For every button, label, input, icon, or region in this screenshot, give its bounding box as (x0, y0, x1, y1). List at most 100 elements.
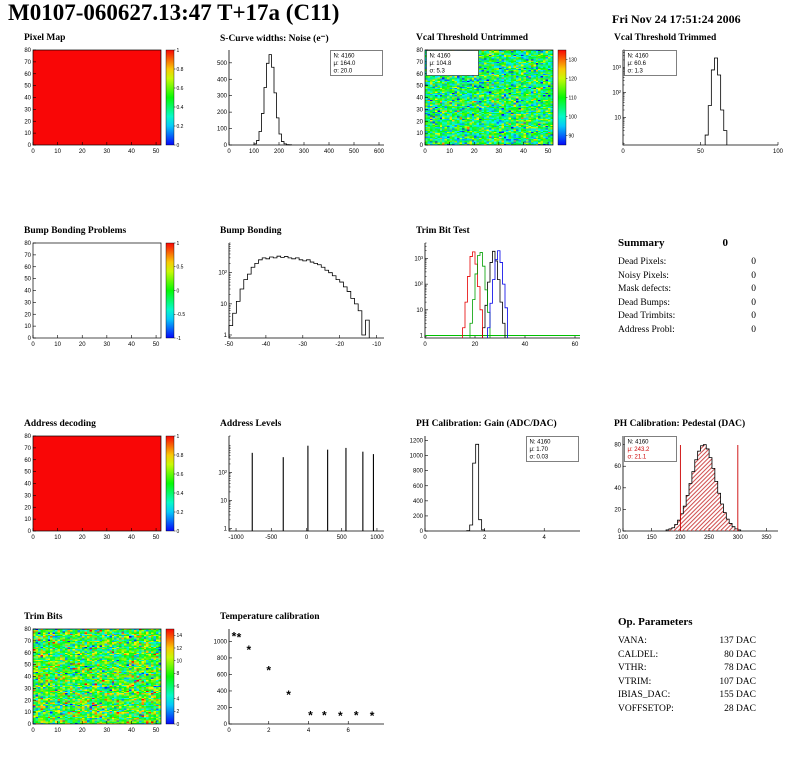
svg-text:40: 40 (128, 342, 135, 348)
svg-text:0: 0 (31, 535, 35, 541)
stat-row-value: 0 (751, 270, 756, 281)
svg-text:500: 500 (337, 535, 348, 541)
colorbar (165, 628, 175, 725)
svg-text:-40: -40 (262, 342, 271, 348)
summary-panel: Summary 0 Dead Pixels: 0 Noisy Pixels: 0 Mas… (618, 237, 756, 337)
stat-row-label: IBIAS_DAC: (618, 690, 671, 700)
svg-text:2: 2 (267, 728, 271, 734)
svg-text:1200: 1200 (410, 439, 424, 445)
svg-text:80: 80 (24, 48, 31, 54)
svg-text:400: 400 (217, 689, 228, 695)
svg-text:-0.5: -0.5 (177, 312, 186, 318)
svg-text:-50: -50 (225, 342, 234, 348)
svg-text:50: 50 (697, 149, 704, 155)
colorbar (557, 49, 567, 146)
colorbar (165, 49, 175, 146)
svg-text:40: 40 (24, 289, 31, 295)
stat-row-value: 0 (751, 297, 756, 308)
svg-text:-1000: -1000 (228, 535, 244, 541)
svg-text:0: 0 (618, 529, 622, 535)
svg-text:600: 600 (217, 672, 228, 678)
svg-text:10: 10 (54, 728, 61, 734)
svg-text:80: 80 (24, 241, 31, 247)
svg-text:70: 70 (24, 60, 31, 66)
chart-temperature-calibration: Temperature calibration 0 2 4 6 0 200 400 600 800… (204, 612, 394, 737)
svg-text:30: 30 (24, 107, 31, 113)
svg-text:6: 6 (347, 728, 351, 734)
svg-text:20: 20 (24, 698, 31, 704)
svg-text:50: 50 (153, 149, 160, 155)
svg-text:10: 10 (614, 116, 621, 122)
op-parameters-header: Op. Parameters (618, 616, 756, 628)
svg-text:μ: 243.2: μ: 243.2 (628, 447, 650, 453)
svg-text:0: 0 (224, 143, 228, 149)
svg-text:20: 20 (24, 312, 31, 318)
svg-text:0: 0 (423, 149, 427, 155)
stat-row: Dead Trimbits: 0 (618, 310, 756, 324)
svg-text:0.2: 0.2 (177, 510, 184, 516)
svg-text:N: 4160: N: 4160 (530, 440, 552, 446)
svg-text:600: 600 (374, 149, 385, 155)
stat-row: Address Probl: 0 (618, 324, 756, 338)
svg-text:10: 10 (416, 131, 423, 137)
stat-row-value: 0 (751, 324, 756, 335)
stat-row-value: 28 DAC (724, 703, 756, 714)
svg-text:σ: 5.3: σ: 5.3 (430, 69, 446, 75)
svg-text:N: 4160: N: 4160 (430, 54, 452, 60)
svg-text:0: 0 (305, 535, 309, 541)
chart-ph-gain: PH Calibration: Gain (ADC/DAC) 0 2 4 0 200 400… (400, 419, 590, 544)
heatmap-pixels (33, 50, 161, 145)
svg-text:10: 10 (24, 517, 31, 523)
svg-text:*: * (232, 629, 237, 643)
svg-text:40: 40 (522, 342, 529, 348)
svg-text:80: 80 (614, 443, 621, 449)
svg-text:20: 20 (472, 342, 479, 348)
svg-text:30: 30 (416, 107, 423, 113)
svg-text:20: 20 (24, 505, 31, 511)
stat-row: Dead Pixels: 0 (618, 256, 756, 270)
summary-total: 0 (722, 237, 729, 249)
chart-scurve-noise: S-Curve widths: Noise (e⁻) 0 100 200 300 400 5… (204, 33, 394, 158)
chart-plot: 0 10 20 30 40 50 0 10 20 30 40 50 60 70 80 -1 -0.5 0 0.5 1 (24, 241, 186, 348)
svg-text:60: 60 (24, 72, 31, 78)
svg-text:0: 0 (31, 728, 35, 734)
summary-header: Summary 0 (618, 237, 756, 249)
svg-text:*: * (286, 688, 291, 702)
svg-text:80: 80 (24, 627, 31, 633)
svg-text:-30: -30 (298, 342, 307, 348)
svg-text:40: 40 (24, 675, 31, 681)
svg-text:100: 100 (217, 127, 228, 133)
stat-row-value: 0 (751, 284, 756, 294)
svg-text:10²: 10² (612, 91, 621, 97)
chart-title: S-Curve widths: Noise (e⁻) (220, 34, 329, 44)
stat-row-label: VOFFSETOP: (618, 703, 674, 714)
svg-text:*: * (237, 631, 242, 645)
stat-row-label: VTHR: (618, 663, 647, 673)
svg-text:14: 14 (177, 633, 183, 639)
chart-title: PH Calibration: Gain (ADC/DAC) (416, 419, 557, 429)
svg-text:130: 130 (569, 57, 578, 63)
svg-text:N: 4160: N: 4160 (628, 54, 650, 60)
svg-text:μ: 60.6: μ: 60.6 (628, 61, 647, 67)
svg-text:1000: 1000 (214, 639, 228, 645)
svg-text:50: 50 (24, 470, 31, 476)
svg-text:σ: 20.0: σ: 20.0 (334, 69, 353, 75)
svg-text:10: 10 (24, 710, 31, 716)
chart-vcal-trimmed: Vcal Threshold Trimmed 0 50 100 10 10² 10³ N: 4… (598, 33, 788, 158)
chart-title: Temperature calibration (220, 612, 320, 622)
svg-text:10: 10 (177, 658, 183, 664)
svg-text:1: 1 (420, 334, 424, 340)
heatmap-pixels (33, 629, 161, 724)
svg-text:*: * (322, 709, 327, 723)
svg-text:50: 50 (24, 663, 31, 669)
svg-text:0.5: 0.5 (177, 265, 184, 271)
svg-text:10: 10 (24, 324, 31, 330)
svg-text:50: 50 (153, 535, 160, 541)
svg-text:2: 2 (177, 709, 180, 715)
stat-row-value: 155 DAC (719, 690, 756, 700)
